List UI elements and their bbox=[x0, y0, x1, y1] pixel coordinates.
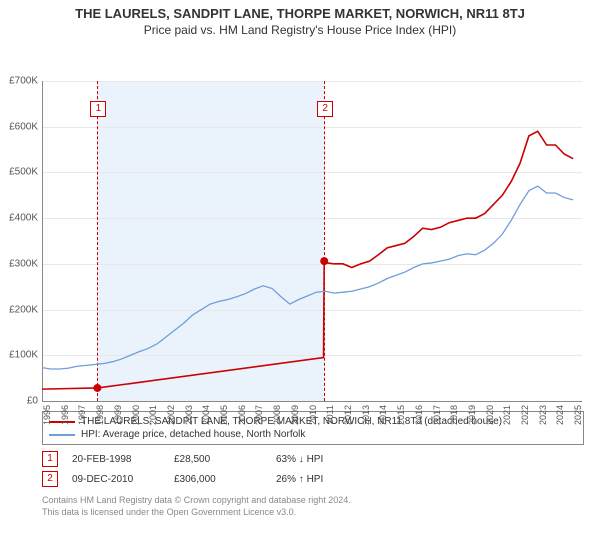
x-tick-label: 2008 bbox=[272, 405, 276, 425]
x-tick-label: 2025 bbox=[573, 405, 577, 425]
chart-title: THE LAURELS, SANDPIT LANE, THORPE MARKET… bbox=[0, 0, 600, 21]
legend-swatch bbox=[49, 434, 75, 436]
event-price: £28,500 bbox=[174, 454, 262, 465]
legend-label: HPI: Average price, detached house, Nort… bbox=[81, 429, 305, 440]
x-tick-label: 1999 bbox=[113, 405, 117, 425]
series-price_paid bbox=[42, 131, 573, 389]
x-tick-label: 2004 bbox=[201, 405, 205, 425]
legend-item: HPI: Average price, detached house, Nort… bbox=[49, 428, 577, 441]
event-marker: 1 bbox=[42, 451, 58, 467]
x-tick-label: 2023 bbox=[538, 405, 542, 425]
x-tick-label: 2003 bbox=[184, 405, 188, 425]
event-row: 2 09-DEC-2010 £306,000 26% ↑ HPI bbox=[42, 469, 584, 489]
x-tick-label: 2007 bbox=[254, 405, 258, 425]
series-hpi bbox=[42, 186, 573, 369]
x-tick-label: 2011 bbox=[325, 405, 329, 424]
x-tick-label: 1995 bbox=[42, 405, 46, 425]
x-tick-label: 2022 bbox=[520, 405, 524, 425]
x-tick-label: 2015 bbox=[396, 405, 400, 425]
x-tick-label: 1996 bbox=[60, 405, 64, 425]
event-delta: 63% ↓ HPI bbox=[276, 454, 364, 465]
footer-line: Contains HM Land Registry data © Crown c… bbox=[42, 495, 584, 507]
footer-line: This data is licensed under the Open Gov… bbox=[42, 507, 584, 519]
x-tick-label: 2024 bbox=[555, 405, 559, 425]
x-tick-label: 2005 bbox=[219, 405, 223, 425]
x-tick-label: 2002 bbox=[166, 405, 170, 425]
x-tick-label: 2010 bbox=[308, 405, 312, 425]
event-delta: 26% ↑ HPI bbox=[276, 474, 364, 485]
event-list: 1 20-FEB-1998 £28,500 63% ↓ HPI 2 09-DEC-2010… bbox=[42, 449, 584, 489]
x-tick-label: 2001 bbox=[148, 405, 152, 425]
x-tick-label: 2013 bbox=[361, 405, 365, 425]
x-tick-label: 2009 bbox=[290, 405, 294, 425]
x-tick-label: 1998 bbox=[95, 405, 99, 425]
x-tick-label: 2014 bbox=[378, 405, 382, 425]
chart-subtitle: Price paid vs. HM Land Registry's House … bbox=[0, 21, 600, 37]
x-tick-label: 2018 bbox=[449, 405, 453, 425]
line-chart: £0£100K£200K£300K£400K£500K£600K£700K121… bbox=[0, 37, 600, 407]
event-row: 1 20-FEB-1998 £28,500 63% ↓ HPI bbox=[42, 449, 584, 469]
x-tick-label: 2020 bbox=[485, 405, 489, 425]
x-tick-label: 1997 bbox=[77, 405, 81, 425]
x-tick-label: 2012 bbox=[343, 405, 347, 425]
plot-svg bbox=[0, 37, 600, 407]
data-point bbox=[320, 257, 328, 265]
x-tick-label: 2006 bbox=[237, 405, 241, 425]
event-date: 20-FEB-1998 bbox=[72, 454, 160, 465]
x-tick-label: 2017 bbox=[432, 405, 436, 425]
x-tick-label: 2019 bbox=[467, 405, 471, 425]
event-date: 09-DEC-2010 bbox=[72, 474, 160, 485]
x-tick-label: 2000 bbox=[131, 405, 135, 425]
event-price: £306,000 bbox=[174, 474, 262, 485]
x-tick-label: 2021 bbox=[502, 405, 506, 425]
attribution: Contains HM Land Registry data © Crown c… bbox=[42, 495, 584, 518]
x-tick-label: 2016 bbox=[414, 405, 418, 425]
event-marker: 2 bbox=[42, 471, 58, 487]
data-point bbox=[93, 384, 101, 392]
